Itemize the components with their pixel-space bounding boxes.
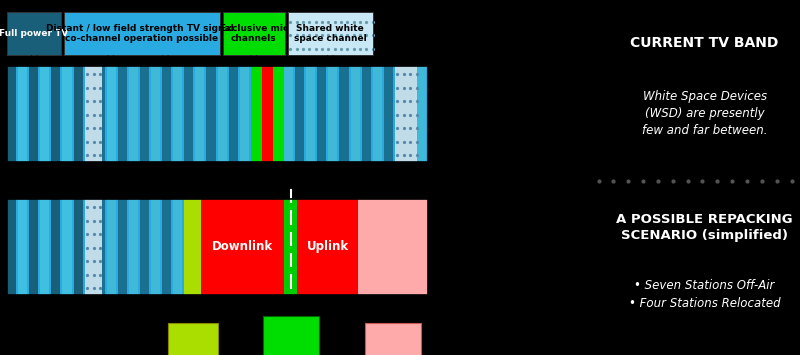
Bar [184, 66, 194, 162]
Bar [118, 66, 127, 162]
Bar [240, 66, 249, 162]
Bar [184, 199, 201, 295]
Bar [395, 66, 404, 162]
Bar [366, 323, 421, 355]
Bar [287, 12, 373, 55]
Bar [7, 66, 428, 162]
Bar [51, 66, 61, 162]
Bar [64, 12, 220, 55]
Text: Naturally occurring White Space
channel. Higher activity as more
WSD enter the m: Naturally occurring White Space channel.… [11, 330, 152, 355]
Bar [417, 66, 426, 162]
Bar [201, 199, 284, 295]
Bar [406, 66, 415, 162]
Text: Duplex Gap
for
unlicensed
WSD & mics: Duplex Gap for unlicensed WSD & mics [367, 330, 418, 355]
Bar [262, 66, 273, 162]
Text: Guard band:
unlicensed
operation of
unlicensed
WSD & mics: Guard band: unlicensed operation of unli… [166, 330, 219, 355]
Bar [7, 12, 61, 55]
Bar [284, 66, 293, 162]
Bar [229, 66, 238, 162]
Bar [74, 66, 82, 162]
Bar [195, 66, 205, 162]
Text: White Space Devices
(WSD) are presently
few and far between.: White Space Devices (WSD) are presently … [642, 90, 767, 137]
Bar [140, 199, 149, 295]
Bar [384, 66, 393, 162]
Text: Uplink: Uplink [306, 240, 349, 253]
Bar [284, 199, 298, 295]
Bar [174, 199, 182, 295]
Text: Ch 14: Ch 14 [7, 179, 38, 189]
Bar [250, 66, 260, 162]
Bar [174, 66, 182, 162]
Polygon shape [588, 87, 800, 140]
Bar [51, 199, 61, 295]
Bar [162, 66, 171, 162]
Bar [85, 199, 94, 295]
Text: Duplex Gap
for licensed
mic use.
High noise
floor
possible: Duplex Gap for licensed mic use. High no… [266, 323, 315, 355]
Bar [306, 66, 315, 162]
Bar [7, 199, 428, 295]
Bar [339, 66, 349, 162]
Text: Distant / low field strength TV signal:
co-channel operation possible: Distant / low field strength TV signal: … [46, 24, 238, 43]
Bar [30, 66, 38, 162]
Bar [262, 66, 271, 162]
Bar [7, 66, 16, 162]
Bar [106, 66, 116, 162]
Bar [7, 66, 428, 162]
Bar [7, 199, 428, 295]
Text: Ch 37: Ch 37 [246, 179, 277, 189]
Text: Downlink: Downlink [212, 240, 273, 253]
Bar [30, 199, 38, 295]
Text: CURRENT TV BAND: CURRENT TV BAND [630, 36, 778, 50]
Bar [129, 66, 138, 162]
Bar [7, 199, 16, 295]
Text: Shared white
space channel: Shared white space channel [294, 24, 366, 43]
Bar [96, 199, 105, 295]
Bar [362, 66, 370, 162]
Text: Ch 51: Ch 51 [398, 179, 428, 189]
Bar [250, 66, 262, 162]
Bar [106, 199, 116, 295]
Bar [162, 199, 171, 295]
Bar [358, 199, 428, 295]
Bar [140, 66, 149, 162]
Bar [328, 66, 338, 162]
Text: A POSSIBLE REPACKING
SCENARIO (simplified): A POSSIBLE REPACKING SCENARIO (simplifie… [616, 213, 793, 242]
Bar [74, 66, 82, 162]
Bar [62, 66, 71, 162]
Bar [18, 199, 27, 295]
Bar [298, 199, 358, 295]
Bar [40, 199, 50, 295]
Bar [118, 199, 127, 295]
Bar [395, 66, 417, 162]
Text: Exclusive mic
channels: Exclusive mic channels [219, 24, 288, 43]
Bar [85, 199, 102, 295]
Bar [85, 66, 94, 162]
Bar [18, 66, 27, 162]
Bar [151, 199, 160, 295]
Bar [168, 323, 218, 355]
Polygon shape [588, 220, 800, 273]
Bar [262, 316, 318, 355]
Bar [151, 66, 160, 162]
Bar [273, 66, 284, 162]
Bar [74, 199, 82, 295]
Bar [40, 66, 50, 162]
Bar [373, 66, 382, 162]
Bar [206, 66, 215, 162]
Bar [295, 66, 304, 162]
Bar [62, 199, 71, 295]
Bar [96, 66, 105, 162]
Bar [273, 66, 282, 162]
Bar [106, 66, 116, 162]
Bar [287, 12, 373, 55]
Bar [218, 66, 226, 162]
Bar [85, 66, 102, 162]
Text: Full power TV: Full power TV [0, 29, 69, 38]
Bar [318, 66, 326, 162]
Bar [223, 12, 285, 55]
Bar [129, 199, 138, 295]
Text: • Seven Stations Off-Air
• Four Stations Relocated: • Seven Stations Off-Air • Four Stations… [629, 279, 781, 310]
Bar [350, 66, 359, 162]
